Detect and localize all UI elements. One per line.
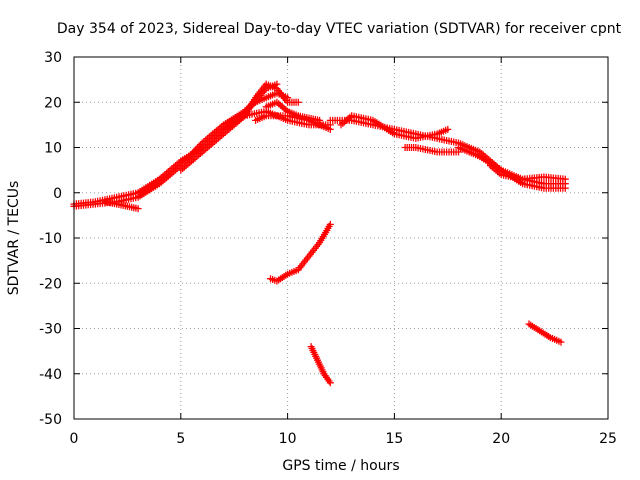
- y-axis-label: SDTVAR / TECUs: [6, 181, 22, 296]
- series-markers: [267, 220, 334, 285]
- series-track-15: [525, 320, 565, 346]
- x-tick-label: 20: [492, 431, 510, 447]
- x-tick-label: 10: [279, 431, 297, 447]
- x-axis-label: GPS time / hours: [282, 458, 399, 474]
- series-track-5: [241, 89, 292, 115]
- series-markers: [401, 144, 462, 156]
- series-markers: [241, 89, 292, 115]
- series-markers: [262, 98, 324, 124]
- series-markers: [525, 320, 565, 346]
- series-track-14: [307, 343, 334, 387]
- grid: [74, 57, 608, 419]
- y-tick-label: -20: [39, 276, 62, 292]
- y-tick-label: 0: [53, 186, 62, 202]
- series-track-10: [401, 144, 462, 156]
- y-tick-label: -30: [39, 322, 62, 338]
- y-tick-label: -50: [39, 412, 62, 428]
- y-tick-label: 30: [44, 50, 62, 66]
- series-track-7: [262, 98, 324, 124]
- axis-ticks: 0 5 10 15 20 25 -50 -40 -30 -20 -10 0 10 20 30: [39, 50, 617, 447]
- y-tick-label: 20: [44, 95, 62, 111]
- series-markers: [487, 162, 569, 183]
- series-track-9: [337, 112, 452, 142]
- series-markers: [337, 112, 452, 142]
- series-track-12: [487, 162, 569, 183]
- series-track-3: [102, 198, 142, 213]
- series-markers: [307, 343, 334, 387]
- x-tick-label: 5: [176, 431, 185, 447]
- x-tick-label: 0: [70, 431, 79, 447]
- series-markers: [102, 198, 142, 213]
- y-tick-label: -10: [39, 231, 62, 247]
- x-tick-label: 15: [385, 431, 403, 447]
- y-tick-label: -40: [39, 367, 62, 383]
- series-track-13: [267, 220, 334, 285]
- chart-title: Day 354 of 2023, Sidereal Day-to-day VTE…: [57, 21, 622, 37]
- x-tick-label: 25: [599, 431, 617, 447]
- y-tick-label: 10: [44, 141, 62, 157]
